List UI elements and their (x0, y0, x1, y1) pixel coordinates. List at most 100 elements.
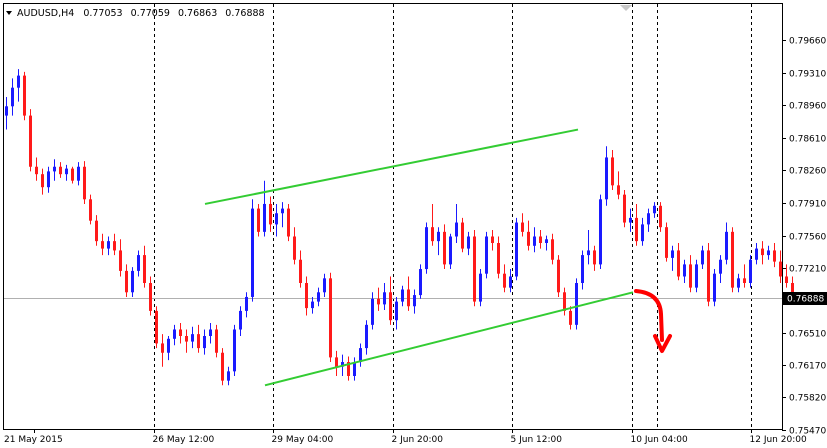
y-tick-label: 0.76170 (789, 362, 826, 372)
candle-body (521, 222, 524, 232)
candle-body (413, 295, 416, 307)
candle-body (785, 276, 788, 283)
candle-body (509, 276, 512, 288)
candle-body (713, 273, 716, 302)
header-high: 0.77059 (131, 8, 170, 19)
candle-body (215, 329, 218, 353)
candle-body (107, 241, 110, 249)
candle-body (635, 217, 638, 242)
y-tick-label: 0.78260 (789, 167, 826, 177)
candle-body (47, 171, 50, 188)
candle-body (239, 310, 242, 330)
candle-body (341, 362, 344, 367)
arrow-shaft (634, 289, 664, 342)
candle-body (233, 329, 236, 372)
candle-body (23, 75, 26, 116)
candle-body (329, 278, 332, 358)
x-tick-label: 10 Jun 04:00 (631, 435, 688, 445)
header-symbol: AUDUSD,H4 (17, 8, 74, 19)
candle-body (149, 282, 152, 311)
dropdown-triangle-icon[interactable] (6, 11, 12, 15)
candle-body (365, 324, 368, 349)
candle-body (515, 222, 518, 277)
candle-body (155, 310, 158, 344)
candle-body (491, 236, 494, 244)
candle-body (59, 166, 62, 175)
candle-body (383, 292, 386, 305)
candle-body (377, 298, 380, 305)
time-axis: 21 May 2015 26 May 12:00 29 May 04:00 2 Jun… (4, 429, 807, 445)
x-tick-label: 5 Jun 12:00 (511, 435, 563, 445)
candle-body (779, 261, 782, 277)
candle-body (419, 269, 422, 296)
candle-body (95, 220, 98, 242)
candle-body (791, 282, 794, 298)
candle-body (695, 264, 698, 288)
y-tick-label: 0.77210 (789, 265, 826, 275)
candle-body (53, 166, 56, 172)
current-price-label: 0.76888 (787, 295, 824, 305)
candle-body (305, 282, 308, 309)
candle-body (641, 224, 644, 242)
candle-body (317, 292, 320, 302)
candle-body (83, 166, 86, 200)
candle-body (659, 205, 662, 228)
candle-body (197, 334, 200, 349)
candle-body (725, 231, 728, 260)
candle-body (719, 259, 722, 274)
candle-body (299, 259, 302, 283)
candle-body (221, 352, 224, 381)
candle-body (497, 243, 500, 274)
candle-body (209, 329, 212, 337)
candle-body (563, 292, 566, 311)
candle-body (167, 338, 170, 353)
chart-shift-marker-icon (620, 5, 632, 11)
price-axis: 0.79660 0.79310 0.78960 0.78610 0.78260 0.779… (782, 37, 826, 437)
x-tick-label: 29 May 04:00 (272, 435, 334, 445)
candle-body (677, 250, 680, 277)
candle-body (185, 336, 188, 342)
candle-body (119, 250, 122, 271)
candle-body (569, 310, 572, 325)
y-tick-label: 0.79660 (789, 37, 826, 47)
candle-body (257, 208, 260, 232)
y-tick-label: 0.76510 (789, 330, 826, 340)
candle-body (401, 289, 404, 302)
candle-body (227, 371, 230, 381)
candle-body (467, 236, 470, 249)
candle-body (539, 236, 542, 244)
arrow-head-icon (653, 334, 672, 353)
candle-body (431, 227, 434, 242)
candle-body (623, 194, 626, 223)
candle-body (689, 264, 692, 288)
candle-body (35, 166, 38, 175)
candle-body (557, 259, 560, 293)
candle-body (533, 236, 536, 246)
candle-body (161, 343, 164, 353)
svg-text:AUDUSD,H4 0.77053 0.77: AUDUSD,H4 0.77053 0.77059 0.76863 0.7688… (17, 8, 265, 19)
candle-body (599, 199, 602, 265)
vertical-grid (154, 4, 752, 429)
candle-body (371, 298, 374, 325)
candle-body (707, 250, 710, 302)
y-tick-label: 0.78960 (789, 102, 826, 112)
candle-body (617, 185, 620, 195)
candle-body (587, 250, 590, 256)
candle-body (293, 236, 296, 260)
candle-body (335, 357, 338, 367)
x-tick-label: 2 Jun 20:00 (392, 435, 444, 445)
y-tick-label: 0.79310 (789, 70, 826, 80)
candle-body (191, 334, 194, 342)
candle-body (245, 296, 248, 311)
candle-body (389, 292, 392, 321)
candle-body (755, 248, 758, 260)
candle-body (41, 174, 44, 188)
candle-body (395, 301, 398, 321)
candle-body (653, 205, 656, 214)
candle-body (251, 208, 254, 297)
candle-body (629, 217, 632, 223)
candle-body (359, 348, 362, 363)
candle-body (203, 336, 206, 349)
candle-body (287, 208, 290, 237)
